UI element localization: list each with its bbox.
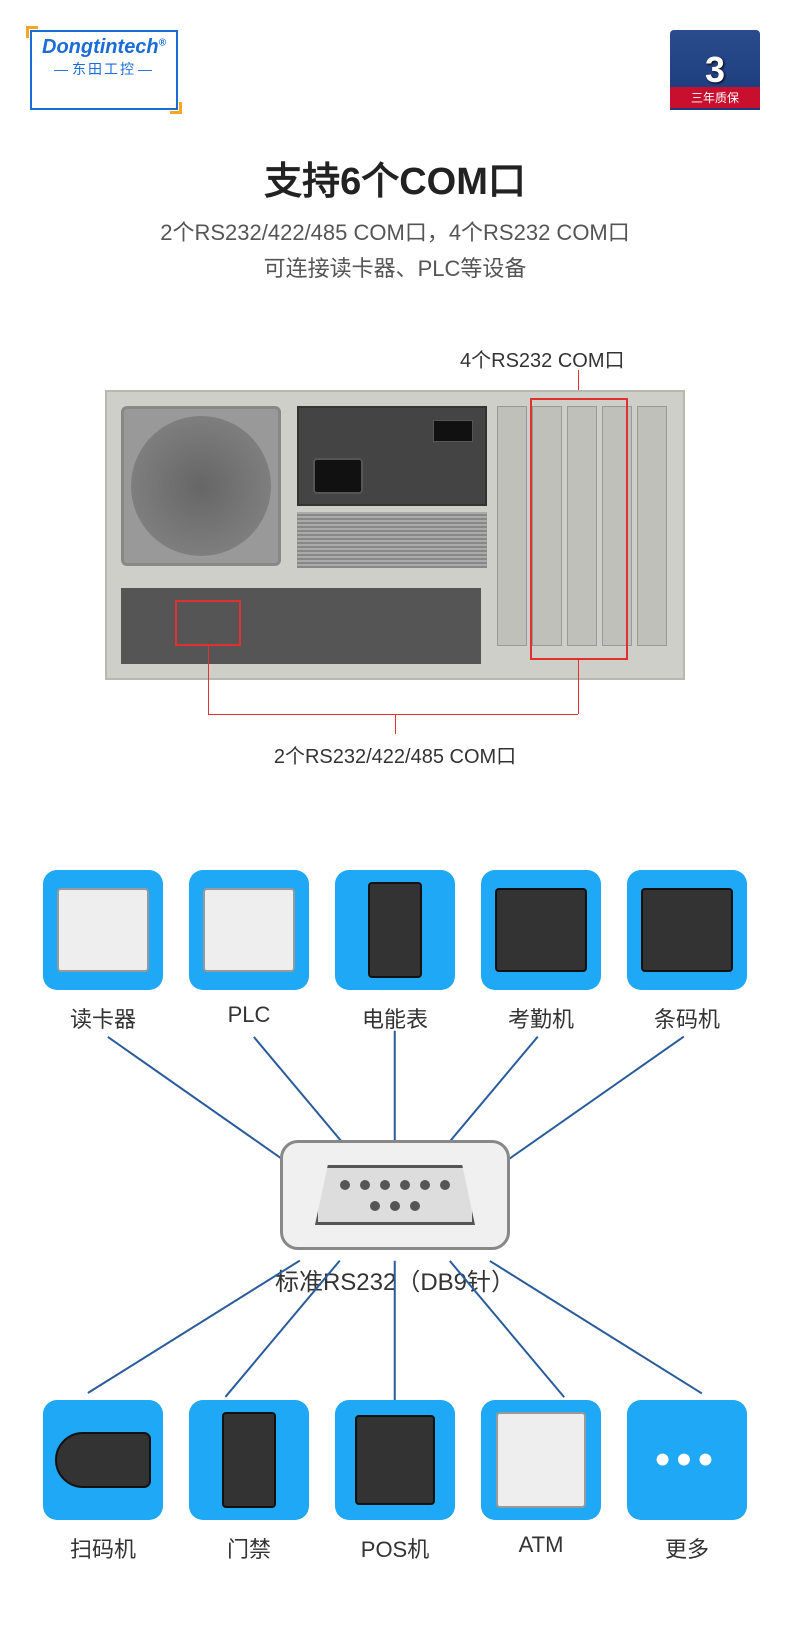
pos-icon xyxy=(335,1400,455,1520)
callout-bottom-label: 2个RS232/422/485 COM口 xyxy=(0,740,790,769)
callout-box xyxy=(530,398,628,660)
device-label: 读卡器 xyxy=(70,1002,136,1034)
warranty-badge: 3 三年质保 xyxy=(670,30,760,110)
logo-main-text: Dongtintech® xyxy=(42,36,166,59)
callout-line xyxy=(208,714,578,715)
warranty-years: 3 xyxy=(705,49,725,91)
device-label: ATM xyxy=(519,1532,564,1558)
device-row-bottom: 扫码机 门禁 POS机 ATM ••• 更多 xyxy=(0,1400,790,1564)
callout-line xyxy=(395,714,396,734)
device-label: 更多 xyxy=(665,1532,709,1564)
connector-line xyxy=(503,1036,684,1163)
scanner-icon xyxy=(43,1400,163,1520)
device-attendance: 考勤机 xyxy=(481,870,601,1034)
device-label: 扫码机 xyxy=(70,1532,136,1564)
device-more: ••• 更多 xyxy=(627,1400,747,1564)
device-pos: POS机 xyxy=(335,1400,455,1564)
plc-icon xyxy=(189,870,309,990)
psu-icon xyxy=(297,406,487,506)
device-label: PLC xyxy=(228,1002,271,1028)
device-atm: ATM xyxy=(481,1400,601,1564)
device-label: 电能表 xyxy=(362,1002,428,1034)
warranty-ribbon: 三年质保 xyxy=(670,87,760,108)
device-label: POS机 xyxy=(361,1532,429,1564)
expansion-slot xyxy=(637,406,667,646)
barcode-printer-icon xyxy=(627,870,747,990)
device-barcode-printer: 条码机 xyxy=(627,870,747,1034)
device-access-control: 门禁 xyxy=(189,1400,309,1564)
device-label: 条码机 xyxy=(654,1002,720,1034)
device-label: 门禁 xyxy=(227,1532,271,1564)
device-plc: PLC xyxy=(189,870,309,1034)
vent-grille xyxy=(297,512,487,568)
callout-box xyxy=(175,600,241,646)
connector-line xyxy=(394,1031,396,1141)
callout-line xyxy=(208,646,209,714)
headline-subtitle2: 可连接读卡器、PLC等设备 xyxy=(0,251,790,283)
device-row-top: 读卡器 PLC 电能表 考勤机 条码机 xyxy=(0,870,790,1034)
power-meter-icon xyxy=(335,870,455,990)
fan-icon xyxy=(121,406,281,566)
atm-icon xyxy=(481,1400,601,1520)
connector-line xyxy=(394,1261,396,1401)
expansion-slot xyxy=(497,406,527,646)
logo-sub-text: 东田工控 xyxy=(42,59,166,79)
db9-port-icon xyxy=(280,1140,510,1250)
device-card-reader: 读卡器 xyxy=(43,870,163,1034)
device-label: 考勤机 xyxy=(508,1002,574,1034)
connector-line xyxy=(108,1036,289,1163)
callout-top-label: 4个RS232 COM口 xyxy=(460,344,625,373)
device-scanner: 扫码机 xyxy=(43,1400,163,1564)
callout-line xyxy=(578,660,579,714)
headline-title: 支持6个COM口 xyxy=(0,150,790,205)
device-power-meter: 电能表 xyxy=(335,870,455,1034)
brand-logo: Dongtintech® 东田工控 xyxy=(30,30,178,110)
more-icon: ••• xyxy=(627,1400,747,1520)
card-reader-icon xyxy=(43,870,163,990)
attendance-icon xyxy=(481,870,601,990)
access-control-icon xyxy=(189,1400,309,1520)
headline-subtitle1: 2个RS232/422/485 COM口，4个RS232 COM口 xyxy=(0,215,790,247)
